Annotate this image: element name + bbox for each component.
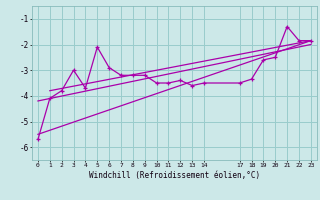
X-axis label: Windchill (Refroidissement éolien,°C): Windchill (Refroidissement éolien,°C) — [89, 171, 260, 180]
